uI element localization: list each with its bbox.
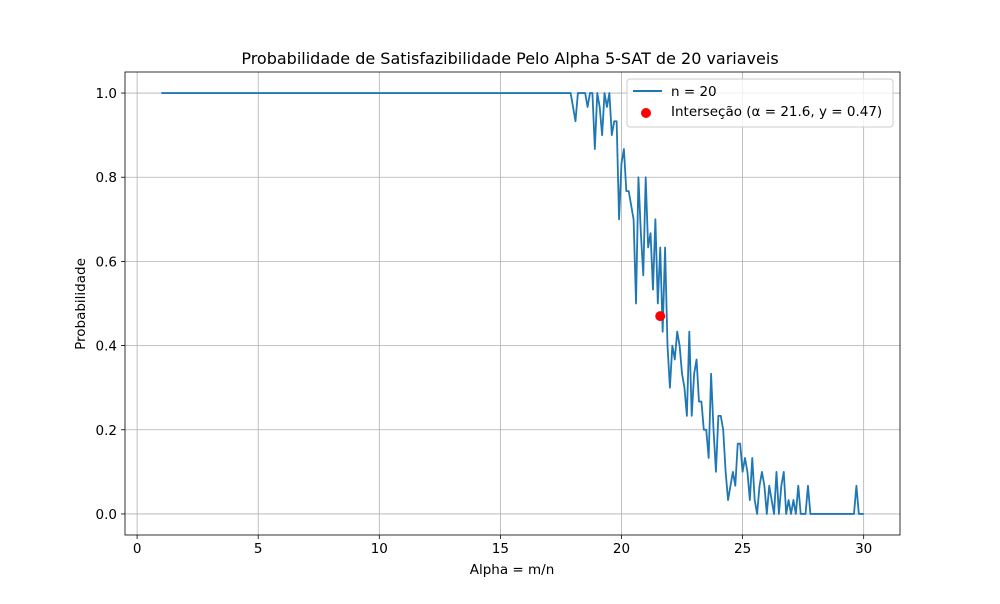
x-tick-label: 10 (371, 541, 388, 557)
y-tick-label: 0.2 (96, 423, 117, 439)
legend-marker-swatch (641, 108, 651, 118)
legend-frame (626, 78, 894, 128)
y-tick-label: 0.6 (96, 254, 117, 270)
x-tick-label: 5 (254, 541, 263, 557)
chart-title: Probabilidade de Satisfazibilidade Pelo … (241, 49, 778, 68)
series-line-n20 (161, 92, 864, 515)
intersection-point (655, 311, 666, 322)
grid (125, 72, 900, 535)
x-tick-label: 15 (492, 541, 509, 557)
x-tick-label: 30 (855, 541, 872, 557)
y-tick-label: 0.0 (96, 507, 117, 523)
y-tick-label: 0.8 (96, 170, 117, 186)
axes-frame (124, 71, 901, 536)
axes (121, 71, 901, 539)
x-axis-label: Alpha = m/n (470, 562, 555, 578)
legend: n = 20 Interseção (α = 21.6, y = 0.47) (626, 78, 894, 128)
x-tick-label: 0 (133, 541, 142, 557)
tick-labels: 0 5 10 15 20 25 30 0.0 0.2 0.4 0.6 0.8 1.0 (96, 86, 873, 557)
y-axis-label: Probabilidade (73, 258, 89, 350)
y-tick-label: 0.4 (96, 339, 117, 355)
legend-marker-label: Interseção (α = 21.6, y = 0.47) (671, 104, 882, 120)
x-tick-label: 25 (734, 541, 751, 557)
legend-series-label: n = 20 (671, 84, 717, 100)
plot-area (161, 92, 864, 515)
x-tick-label: 20 (613, 541, 630, 557)
y-tick-label: 1.0 (96, 86, 117, 102)
